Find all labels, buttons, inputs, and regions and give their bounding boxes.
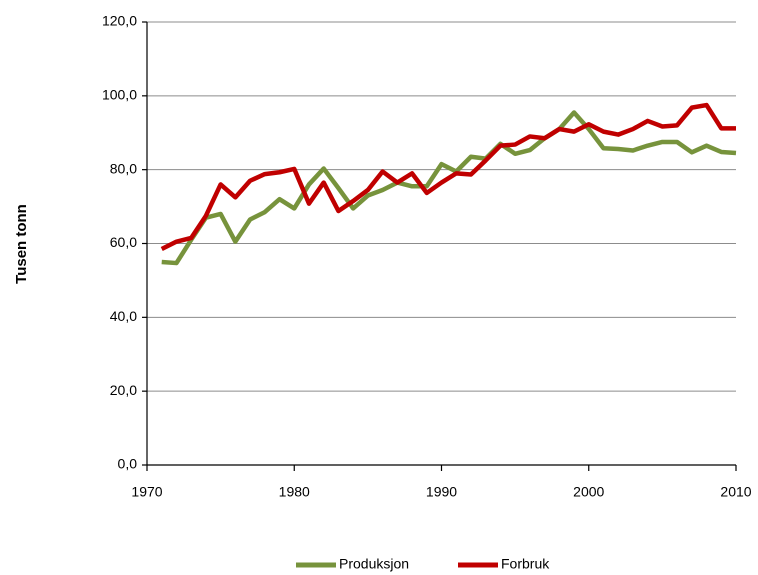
series-line bbox=[161, 110, 737, 266]
y-tick-label: 80,0 bbox=[110, 160, 137, 176]
y-tick-label: 0,0 bbox=[118, 456, 138, 472]
y-tick-label: 60,0 bbox=[110, 234, 137, 250]
x-tick-label: 2000 bbox=[573, 484, 604, 500]
y-tick-label: 120,0 bbox=[102, 13, 137, 29]
y-tick-label: 20,0 bbox=[110, 382, 137, 398]
x-tick-label: 1980 bbox=[279, 484, 310, 500]
x-tick-label: 2010 bbox=[720, 484, 751, 500]
legend-label: Produksjon bbox=[339, 556, 409, 572]
x-tick-label: 1970 bbox=[131, 484, 162, 500]
y-axis-label: Tusen tonn bbox=[13, 204, 30, 284]
series-line bbox=[160, 102, 736, 252]
y-tick-label: 40,0 bbox=[110, 308, 137, 324]
y-tick-label: 100,0 bbox=[102, 87, 137, 103]
legend-label: Forbruk bbox=[501, 556, 550, 572]
x-tick-label: 1990 bbox=[426, 484, 457, 500]
